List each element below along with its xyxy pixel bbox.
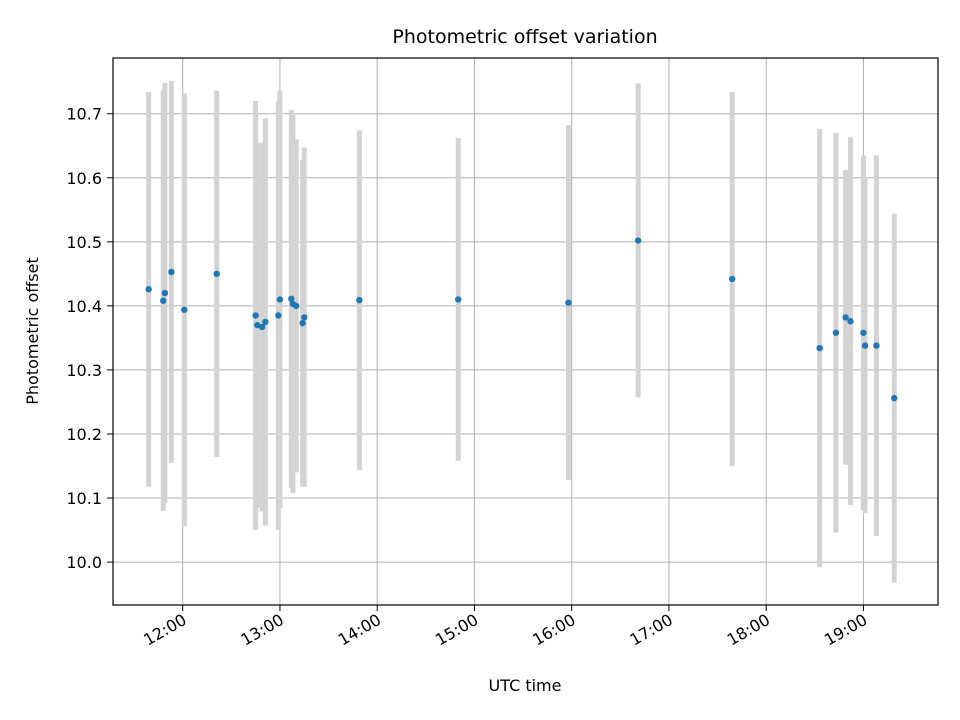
data-point (634, 237, 642, 244)
data-point (252, 312, 259, 319)
y-tick-label: 10.6 (66, 169, 102, 188)
data-point (847, 318, 854, 325)
data-point (301, 314, 308, 321)
y-tick-label: 10.5 (66, 233, 102, 252)
data-point (276, 296, 284, 303)
data-point (861, 342, 869, 349)
y-axis-label: Photometric offset (23, 257, 42, 405)
data-point (728, 275, 736, 283)
y-tick-label: 10.3 (66, 361, 102, 380)
data-point (254, 321, 261, 329)
y-tick-label: 10.7 (66, 105, 102, 124)
plot-area-frame (112, 57, 939, 606)
data-point (842, 314, 849, 321)
data-point (213, 270, 220, 278)
y-tick-label: 10.2 (66, 425, 102, 444)
data-point (161, 289, 169, 297)
data-point (455, 296, 462, 303)
data-point (832, 329, 840, 336)
data-point (299, 319, 306, 327)
data-point (160, 297, 167, 304)
y-tick-label: 10.1 (66, 489, 102, 508)
data-point (258, 323, 266, 331)
data-point (275, 312, 282, 319)
y-axis-ticks: 10.0 10.1 10.2 10.3 10.4 10.5 10.6 10.7 (66, 105, 113, 572)
data-point (168, 268, 175, 276)
data-point (145, 286, 152, 293)
chart-title: Photometric offset variation (392, 26, 657, 48)
data-point (262, 318, 269, 326)
x-axis-label: UTC time (489, 676, 562, 695)
data-point (356, 296, 363, 304)
data-point (891, 394, 898, 402)
data-point (816, 344, 823, 352)
y-tick-label: 10.4 (66, 297, 102, 316)
data-point (860, 329, 867, 336)
data-points (145, 237, 898, 402)
y-tick-label: 10.0 (66, 553, 102, 572)
grid-lines (113, 58, 938, 605)
data-point (565, 299, 572, 306)
data-point (181, 306, 188, 313)
data-point (873, 342, 880, 349)
data-point (292, 302, 300, 310)
data-point (288, 295, 295, 303)
